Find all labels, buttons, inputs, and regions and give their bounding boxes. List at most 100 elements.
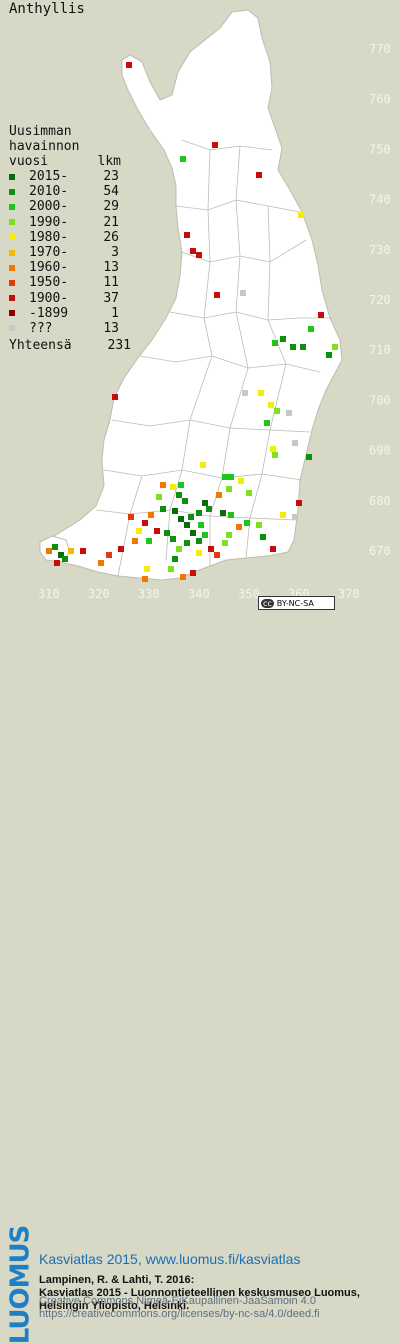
occurrence-points <box>46 62 338 582</box>
occurrence-point <box>190 530 196 536</box>
occurrence-point <box>270 446 276 452</box>
occurrence-point <box>280 336 286 342</box>
legend-swatch <box>9 203 15 210</box>
occurrence-point <box>144 566 150 572</box>
license-line2[interactable]: https://creativecommons.org/licenses/by-… <box>39 1308 320 1320</box>
legend-item-count: 26 <box>103 229 119 245</box>
x-tick-label: 370 <box>338 587 360 601</box>
occurrence-point <box>154 528 160 534</box>
occurrence-point <box>258 390 264 396</box>
occurrence-point <box>280 512 286 518</box>
occurrence-point <box>196 510 202 516</box>
x-tick-label: 340 <box>188 587 210 601</box>
occurrence-point <box>128 514 134 520</box>
occurrence-point <box>176 492 182 498</box>
occurrence-point <box>118 546 124 552</box>
occurrence-point <box>272 340 278 346</box>
occurrence-point <box>106 552 112 558</box>
occurrence-point <box>308 326 314 332</box>
occurrence-point <box>172 556 178 562</box>
occurrence-point <box>256 172 262 178</box>
occurrence-point <box>184 540 190 546</box>
luomus-logo-text: LUOMUS <box>5 1225 36 1344</box>
occurrence-point <box>160 506 166 512</box>
occurrence-point <box>182 498 188 504</box>
x-tick-label: 350 <box>238 587 260 601</box>
y-tick-label: 740 <box>369 193 391 207</box>
legend: Uusimman havainnon vuosi lkm 2015- 23 2010… <box>9 124 131 353</box>
occurrence-point <box>178 516 184 522</box>
occurrence-point <box>202 532 208 538</box>
occurrence-point <box>178 482 184 488</box>
occurrence-point <box>228 474 234 480</box>
legend-total-label: Yhteensä <box>9 338 72 354</box>
legend-item: 1980- 26 <box>9 230 131 245</box>
occurrence-point <box>176 546 182 552</box>
occurrence-point <box>180 574 186 580</box>
occurrence-point <box>226 532 232 538</box>
occurrence-point <box>202 500 208 506</box>
legend-item-label: 2000- <box>29 199 69 215</box>
atlas-title-link[interactable]: Kasviatlas 2015, www.luomus.fi/kasviatla… <box>39 1251 301 1267</box>
occurrence-point <box>184 232 190 238</box>
x-tick-label: 320 <box>88 587 110 601</box>
occurrence-point <box>212 142 218 148</box>
legend-item-count: 54 <box>103 184 119 200</box>
legend-item-label: 2010- <box>29 184 69 200</box>
occurrence-point <box>196 538 202 544</box>
occurrence-point <box>156 494 162 500</box>
legend-item: 1990- 21 <box>9 215 131 230</box>
cc-license-badge[interactable]: cc BY-NC-SA <box>258 596 335 610</box>
region-borders <box>95 139 332 577</box>
occurrence-point <box>268 402 274 408</box>
cc-license-text: BY-NC-SA <box>276 598 314 608</box>
occurrence-point <box>292 514 298 520</box>
occurrence-point <box>164 530 170 536</box>
occurrence-point <box>240 290 246 296</box>
legend-item-count: 3 <box>111 245 119 261</box>
occurrence-point <box>226 486 232 492</box>
occurrence-point <box>332 344 338 350</box>
occurrence-point <box>272 452 278 458</box>
occurrence-point <box>142 576 148 582</box>
occurrence-point <box>300 344 306 350</box>
legend-item-label: 1960- <box>29 260 69 276</box>
legend-item-label: ??? <box>29 320 53 336</box>
occurrence-point <box>54 560 60 566</box>
occurrence-point <box>136 528 142 534</box>
occurrence-point <box>46 548 52 554</box>
occurrence-point <box>160 482 166 488</box>
occurrence-point <box>256 522 262 528</box>
legend-title-line2: havainnon <box>9 139 80 154</box>
x-tick-label: 330 <box>138 587 160 601</box>
legend-swatch <box>9 325 15 332</box>
y-tick-label: 690 <box>369 444 391 458</box>
legend-item-label: 1900- <box>29 290 69 306</box>
y-axis-ticks: 770 760 750 740 730 720 710 700 690 680 670 <box>369 42 391 558</box>
distribution-map: 770 760 750 740 730 720 710 700 690 680 670 310 320… <box>38 9 391 601</box>
legend-swatch <box>9 234 15 241</box>
occurrence-point <box>190 570 196 576</box>
legend-item-label: 1980- <box>29 229 69 245</box>
occurrence-point <box>222 540 228 546</box>
occurrence-point <box>198 522 204 528</box>
cc-logo-icon: cc <box>261 598 274 608</box>
license-text: Creative Commons Nimeä-EiKaupallinen-Jaa… <box>39 1295 320 1321</box>
legend-swatch <box>9 219 15 226</box>
legend-swatch <box>9 188 15 195</box>
legend-title-line1: Uusimman <box>9 124 72 139</box>
y-tick-label: 730 <box>369 243 391 257</box>
occurrence-point <box>62 556 68 562</box>
map-panel: 770 760 750 740 730 720 710 700 690 680 670 310 320… <box>0 0 400 622</box>
occurrence-point <box>146 538 152 544</box>
occurrence-point <box>68 548 74 554</box>
legend-item: ??? 13 <box>9 321 131 336</box>
occurrence-point <box>188 514 194 520</box>
occurrence-point <box>170 536 176 542</box>
legend-title-line3: vuosi <box>9 154 49 169</box>
legend-item: -1899 1 <box>9 306 131 321</box>
legend-swatch <box>9 264 15 271</box>
occurrence-point <box>58 552 64 558</box>
occurrence-point <box>244 520 250 526</box>
occurrence-point <box>292 440 298 446</box>
